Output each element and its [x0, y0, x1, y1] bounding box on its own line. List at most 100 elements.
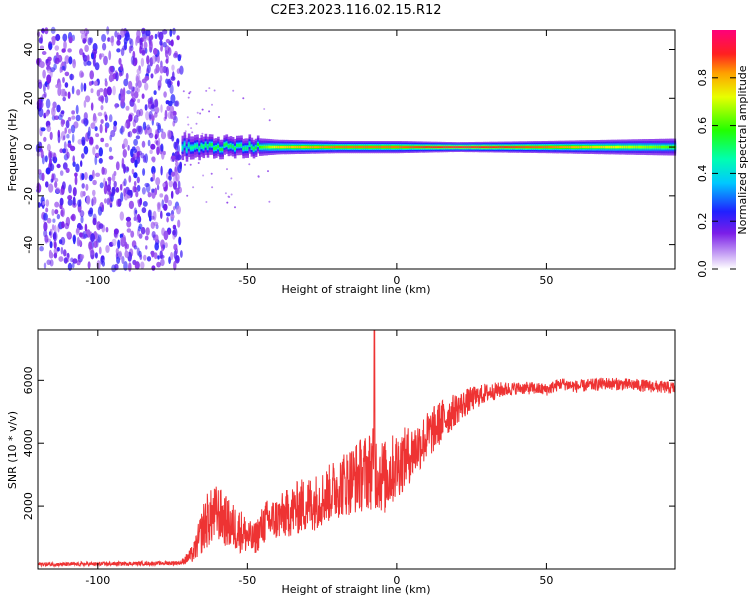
heatmap-cell [44, 27, 49, 35]
heatmap-cell [120, 93, 126, 104]
heatmap-cell [142, 155, 146, 163]
heatmap-cell [167, 129, 172, 140]
heatmap-cell [43, 91, 47, 98]
top-y-axis-label: Frequency (Hz) [6, 109, 19, 192]
heatmap-cell [136, 86, 140, 93]
heatmap-cell [140, 261, 145, 269]
heatmap-cell [123, 188, 126, 197]
heatmap-cell [68, 184, 72, 194]
heatmap-cell [665, 145, 668, 149]
heatmap-cell [390, 146, 394, 148]
heatmap-cell [268, 119, 271, 122]
heatmap-cell [83, 59, 88, 67]
heatmap-cell [493, 146, 497, 148]
heatmap-cell [44, 155, 48, 163]
heatmap-cell [275, 145, 279, 149]
heatmap-cell [225, 142, 229, 146]
heatmap-cell [38, 107, 44, 118]
heatmap-cell [89, 136, 94, 145]
heatmap-cell [547, 146, 551, 148]
heatmap-cell [85, 183, 89, 191]
heatmap-cell [152, 171, 156, 182]
heatmap-cell [61, 119, 66, 125]
heatmap-cell [116, 32, 121, 42]
heatmap-cell [161, 199, 165, 209]
heatmap-cell [472, 146, 476, 148]
heatmap-cell [67, 262, 73, 271]
heatmap-cell [98, 223, 104, 229]
heatmap-cell [227, 145, 231, 148]
heatmap-cell [568, 146, 572, 149]
heatmap-cell [43, 221, 48, 232]
heatmap-cell [60, 209, 64, 217]
heatmap-cell [151, 166, 156, 175]
heatmap-cell [79, 210, 85, 218]
heatmap-cell [167, 199, 173, 207]
heatmap-cell [72, 59, 76, 69]
heatmap-cell [94, 155, 98, 166]
y-tick-label: -40 [22, 236, 35, 254]
heatmap-cell [259, 145, 262, 149]
heatmap-cell [172, 27, 176, 35]
heatmap-cell [157, 255, 160, 260]
heatmap-cell [223, 143, 226, 147]
heatmap-cell [439, 146, 442, 148]
heatmap-cell [59, 148, 64, 153]
heatmap-cell [300, 146, 304, 149]
heatmap-cell [213, 89, 216, 92]
colorbar-tick-label: 0.6 [696, 117, 709, 135]
heatmap-cell [480, 146, 484, 148]
heatmap-cell [468, 146, 471, 148]
top-y-axis-ticks: -40 -20 0 20 40 [22, 43, 675, 254]
heatmap-cell [86, 195, 91, 205]
heatmap-cell [175, 161, 179, 167]
heatmap-cell [606, 146, 610, 149]
heatmap-cell [90, 88, 94, 94]
heatmap-cell [181, 146, 185, 150]
heatmap-cell [610, 146, 614, 149]
heatmap-cell [162, 41, 167, 48]
heatmap-cell [441, 146, 444, 148]
heatmap-cell [552, 146, 555, 148]
heatmap-cell [45, 98, 51, 109]
heatmap-cell [144, 182, 150, 188]
snr-plot-frame [37, 329, 676, 570]
heatmap-cell [106, 184, 112, 192]
heatmap-cell [349, 146, 352, 148]
heatmap-cell [43, 136, 47, 142]
heatmap-cell [186, 116, 189, 119]
heatmap-cell [103, 87, 108, 98]
heatmap-cell [177, 219, 181, 228]
heatmap-cell [78, 225, 84, 230]
heatmap-cell [401, 146, 404, 148]
heatmap-cell [170, 76, 176, 81]
heatmap-cell [101, 34, 107, 42]
heatmap-cell [485, 146, 488, 148]
heatmap-cell [67, 199, 73, 206]
heatmap-cell [426, 146, 430, 148]
heatmap-cell [85, 119, 89, 125]
heatmap-cell [103, 185, 107, 195]
heatmap-cell [125, 216, 131, 222]
heatmap-cell [57, 133, 61, 144]
heatmap-cell [124, 122, 128, 128]
heatmap-cell [516, 146, 520, 148]
heatmap-cell [75, 104, 79, 115]
heatmap-cell [170, 39, 174, 47]
heatmap-cell [428, 146, 432, 148]
heatmap-cell [41, 27, 45, 35]
heatmap-cell [470, 146, 473, 148]
heatmap-cell [113, 120, 118, 127]
x-tick-label: -50 [238, 574, 256, 587]
heatmap-cell [139, 254, 143, 260]
heatmap-cell [115, 161, 120, 171]
heatmap-cell [61, 48, 66, 53]
heatmap-cell [393, 146, 396, 148]
top-x-axis-label: Height of straight line (km) [281, 283, 430, 296]
heatmap-cell [160, 104, 163, 113]
heatmap-cell [113, 228, 119, 235]
heatmap-cell [508, 146, 511, 148]
heatmap-cell [83, 112, 88, 121]
heatmap-cell [205, 89, 208, 92]
heatmap-cell [279, 146, 283, 149]
